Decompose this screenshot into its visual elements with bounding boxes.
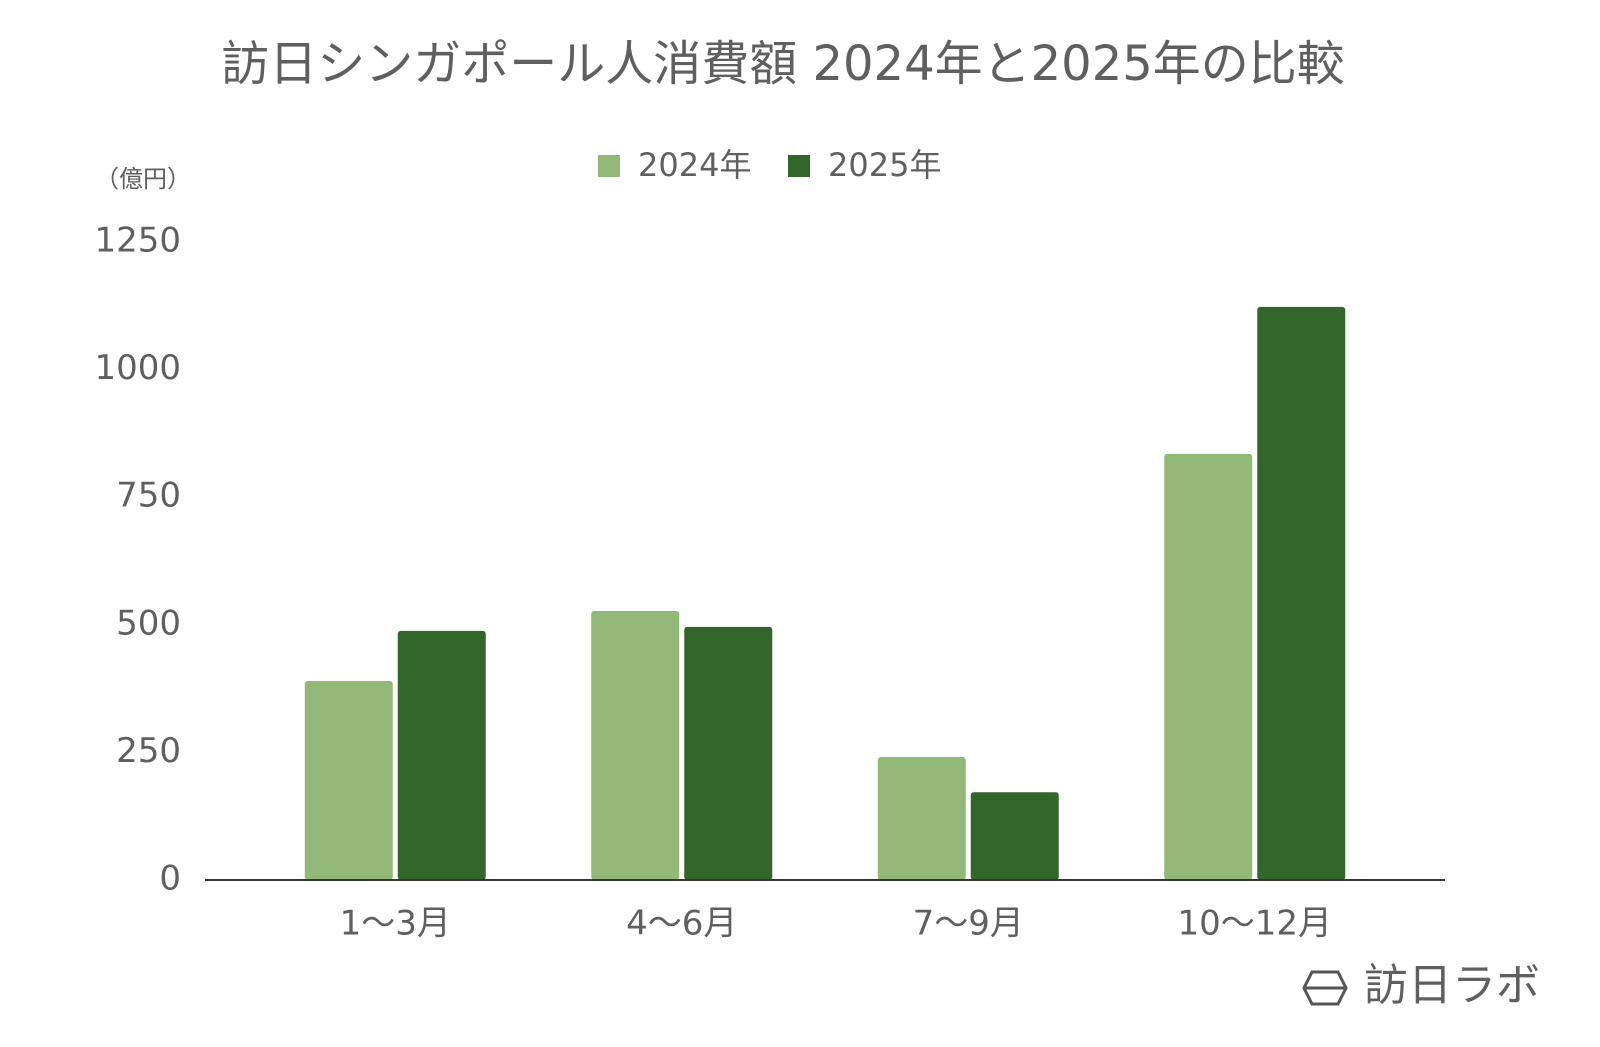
legend-label: 2025年 <box>828 146 941 184</box>
y-tick-label: 500 <box>116 603 181 643</box>
x-tick-label: 4～6月 <box>626 904 737 944</box>
x-tick-label: 7～9月 <box>913 904 1024 944</box>
chart-title: 訪日シンガポール人消費額 2024年と2025年の比較 <box>221 36 1345 92</box>
bar <box>591 611 680 880</box>
watermark: 訪日ラボ <box>1364 960 1540 1011</box>
bar <box>970 792 1059 880</box>
x-tick-label: 1～3月 <box>340 904 451 944</box>
y-tick-label: 250 <box>116 731 181 771</box>
y-axis-label: （億円） <box>95 165 191 193</box>
legend-swatch <box>598 155 620 177</box>
legend-swatch <box>788 155 810 177</box>
y-tick-label: 0 <box>159 859 181 899</box>
y-tick-label: 1000 <box>94 348 181 388</box>
bar <box>1257 306 1346 880</box>
bar <box>684 626 773 880</box>
watermark-logo <box>1302 970 1348 1006</box>
y-tick-label: 750 <box>116 476 181 516</box>
legend-label: 2024年 <box>638 146 751 184</box>
bar <box>877 756 966 880</box>
x-tick-label: 10～12月 <box>1177 904 1332 944</box>
bar <box>1164 453 1253 880</box>
bar <box>397 630 486 880</box>
bar <box>304 680 393 880</box>
y-tick-label: 1250 <box>94 221 181 261</box>
